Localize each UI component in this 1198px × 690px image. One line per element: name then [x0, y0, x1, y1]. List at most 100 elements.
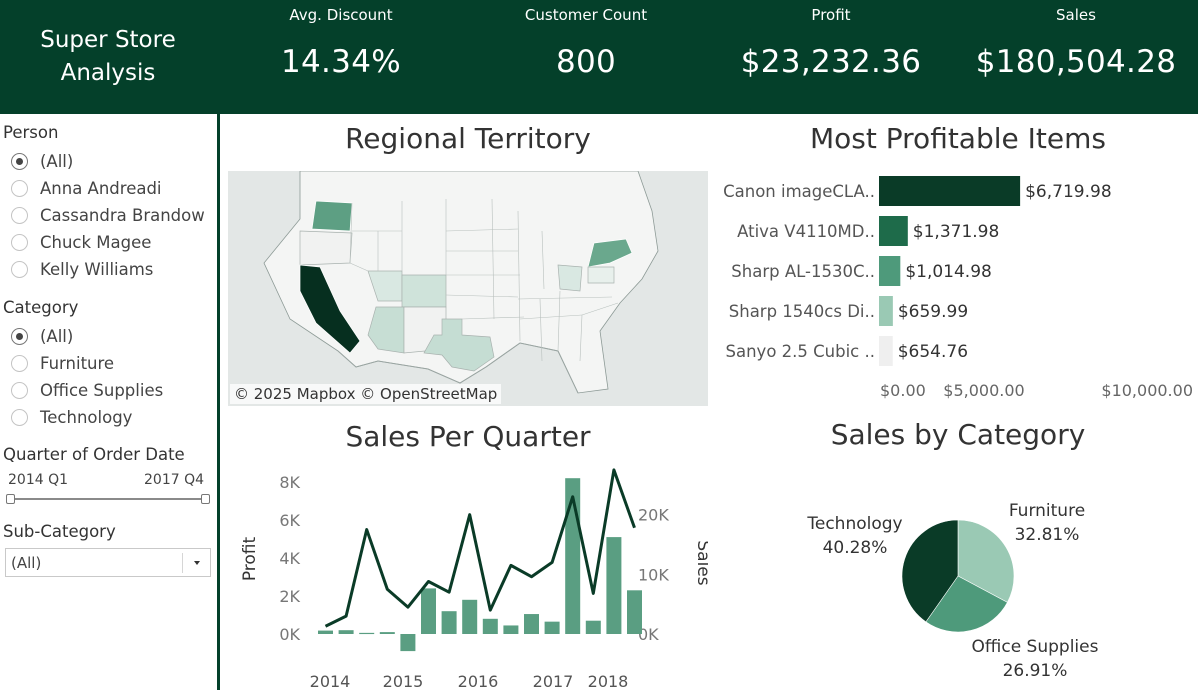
y-right-tick-label: 10K — [638, 565, 669, 584]
us-map[interactable] — [228, 171, 708, 406]
radio-button[interactable] — [11, 382, 28, 399]
profit-quarter-bar[interactable] — [503, 625, 519, 634]
slider-handle-end[interactable] — [201, 494, 210, 504]
item-label: Ativa V4110MD.. — [737, 222, 875, 241]
kpi-customer-count: Customer Count 800 — [471, 0, 701, 80]
radio-label: (All) — [40, 327, 74, 346]
app-title-line-1: Super Store — [40, 27, 176, 53]
profit-quarter-bar[interactable] — [421, 588, 436, 634]
kpi-avg-discount: Avg. Discount 14.34% — [226, 0, 456, 80]
sales-per-quarter-chart[interactable]: Profit 0K 2K 4K 6K 8K Sales 0K 10K 20K 2014 2015 201… — [228, 462, 708, 690]
pie-slice[interactable] — [957, 519, 1015, 603]
profit-quarter-bar[interactable] — [462, 599, 478, 634]
profit-quarter-bar[interactable] — [338, 630, 354, 634]
map-attribution: © 2025 Mapbox © OpenStreetMap — [230, 384, 502, 404]
profit-quarter-bar[interactable] — [627, 590, 642, 634]
radio-label: Technology — [40, 408, 133, 427]
sales-trend-line[interactable] — [324, 468, 636, 628]
slice-category-label: Technology — [806, 514, 902, 534]
radio-button[interactable] — [11, 409, 28, 426]
pie-slice[interactable] — [901, 519, 959, 623]
sidebar-divider — [217, 114, 220, 690]
profit-quarter-bar[interactable] — [585, 620, 601, 634]
profit-quarter-bar[interactable] — [482, 618, 498, 634]
kpi-profit: Profit $23,232.36 — [716, 0, 946, 80]
state-arizona[interactable] — [367, 306, 405, 354]
radio-button[interactable] — [11, 180, 28, 197]
profit-quarter-bar[interactable] — [524, 614, 539, 634]
profit-quarter-bar[interactable] — [400, 634, 416, 652]
radio-button[interactable] — [11, 355, 28, 372]
chevron-down-icon[interactable] — [194, 561, 200, 565]
radio-label: Chuck Magee — [40, 233, 152, 252]
person-option-chuck-magee[interactable]: Chuck Magee — [11, 229, 205, 256]
state-ohio[interactable] — [557, 264, 583, 292]
category-option-furniture[interactable]: Furniture — [11, 350, 163, 377]
person-option-anna-andreadi[interactable]: Anna Andreadi — [11, 175, 205, 202]
profit-data-label: $1,371.98 — [913, 222, 1000, 242]
sales-by-category-chart[interactable]: Furniture 32.81% Office Supplies 26.91% Tech… — [720, 462, 1198, 690]
quarter-range-slider[interactable] — [6, 493, 210, 505]
person-option-all[interactable]: (All) — [11, 148, 205, 175]
y-left-tick-label: 0K — [279, 625, 300, 644]
gulf-coastline — [337, 342, 579, 394]
profit-bar[interactable] — [879, 176, 1021, 206]
profit-quarter-bar[interactable] — [359, 632, 375, 635]
profit-quarter-bar[interactable] — [318, 630, 333, 634]
radio-button[interactable] — [11, 261, 28, 278]
regional-territory-map[interactable]: © 2025 Mapbox © OpenStreetMap — [228, 171, 708, 406]
radio-button[interactable] — [11, 234, 28, 251]
x-tick-label: 2017 — [533, 672, 574, 690]
y-left-tick-label: 4K — [279, 549, 300, 568]
x-tick-label: $5,000.00 — [943, 381, 1024, 400]
category-filter-list: (All) Furniture Office Supplies Technolo… — [11, 323, 163, 431]
person-filter-list: (All) Anna Andreadi Cassandra Brandow Ch… — [11, 148, 205, 283]
state-new-york[interactable] — [587, 238, 633, 268]
category-option-office-supplies[interactable]: Office Supplies — [11, 377, 163, 404]
category-option-all[interactable]: (All) — [11, 323, 163, 350]
category-option-technology[interactable]: Technology — [11, 404, 163, 431]
item-label: Canon imageCLA.. — [723, 182, 875, 201]
dropdown-separator — [182, 553, 183, 573]
profit-quarter-bar[interactable] — [606, 537, 622, 634]
state-pennsylvania[interactable] — [587, 266, 615, 284]
radio-button[interactable] — [11, 207, 28, 224]
slider-track[interactable] — [10, 498, 206, 500]
person-option-kelly-williams[interactable]: Kelly Williams — [11, 256, 205, 283]
profit-bar[interactable] — [879, 336, 893, 366]
x-tick-label: 2014 — [310, 672, 351, 690]
radio-button-checked[interactable] — [11, 153, 28, 170]
kpi-value: 800 — [555, 44, 617, 80]
profit-bar[interactable] — [879, 256, 901, 286]
state-borders — [349, 198, 619, 362]
profit-quarter-bar[interactable] — [544, 621, 560, 634]
state-oregon[interactable] — [299, 230, 353, 266]
person-option-cassandra-brandow[interactable]: Cassandra Brandow — [11, 202, 205, 229]
profit-bar[interactable] — [879, 216, 908, 246]
most-profitable-items-chart[interactable]: Canon imageCLA.. $6,719.98 Ativa V4110MD..… — [720, 168, 1198, 408]
item-label: Sharp 1540cs Di.. — [729, 302, 875, 321]
y-right-tick-label: 20K — [638, 506, 669, 525]
profit-quarter-bar[interactable] — [441, 611, 457, 634]
state-washington[interactable] — [311, 200, 353, 232]
dashboard-header: Super Store Analysis Avg. Discount 14.34… — [0, 0, 1198, 114]
x-tick-label: 2015 — [383, 672, 424, 690]
slider-handle-start[interactable] — [6, 494, 15, 504]
app-title-line-2: Analysis — [60, 60, 156, 86]
radio-button-checked[interactable] — [11, 328, 28, 345]
category-filter-title: Category — [3, 298, 79, 317]
profit-data-label: $6,719.98 — [1025, 182, 1112, 202]
profit-quarter-bar[interactable] — [379, 632, 395, 634]
quarter-filter-title: Quarter of Order Date — [3, 445, 185, 464]
kpi-value: $180,504.28 — [975, 44, 1177, 80]
profit-bar[interactable] — [879, 296, 893, 326]
state-colorado[interactable] — [401, 274, 447, 308]
state-texas[interactable] — [423, 318, 495, 372]
subcategory-dropdown[interactable]: (All) — [5, 548, 211, 577]
person-filter-title: Person — [3, 123, 59, 142]
pie-slice[interactable] — [925, 575, 1008, 633]
item-label: Sanyo 2.5 Cubic .. — [726, 342, 875, 361]
quarter-range-end: 2017 Q4 — [144, 472, 205, 488]
state-california[interactable] — [299, 264, 361, 354]
slice-percent-label: 32.81% — [1015, 525, 1080, 545]
